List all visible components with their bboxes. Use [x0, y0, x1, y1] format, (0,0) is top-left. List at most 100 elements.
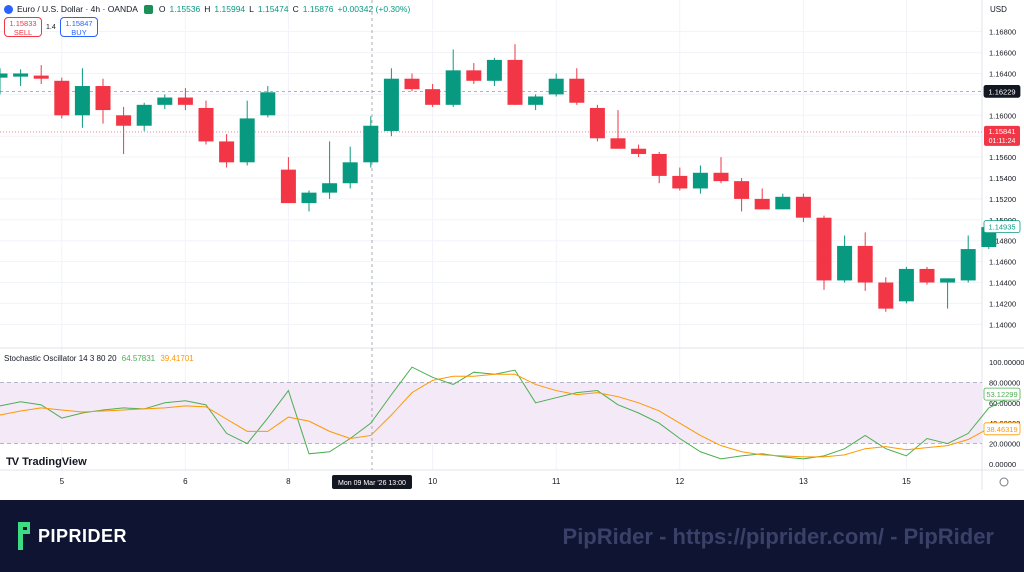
candle-body — [425, 89, 441, 105]
candle-body — [795, 196, 811, 218]
candle-body — [651, 153, 667, 176]
candle-body — [919, 268, 935, 283]
stochastic-line-d — [0, 373, 1010, 458]
candle-body — [74, 86, 90, 116]
candle-body — [157, 97, 173, 105]
price-tick-label: 1.16000 — [989, 111, 1016, 120]
symbol-title: Euro / U.S. Dollar · 4h · OANDA — [17, 4, 138, 14]
sell-button[interactable]: 1.15833 SELL — [4, 17, 42, 37]
time-tick-label: 8 — [286, 477, 291, 486]
d-value-label: 38.46319 — [986, 425, 1017, 434]
oscillator-tick-label: 60.00000 — [989, 399, 1020, 408]
candle-body — [713, 172, 729, 182]
price-tick-label: 1.16800 — [989, 28, 1016, 37]
price-tick-label: 1.14600 — [989, 258, 1016, 267]
candle-body — [754, 198, 770, 210]
countdown-label: 01:11:24 — [989, 138, 1016, 145]
candle-body — [383, 78, 399, 131]
crosshair-date-label: Mon 09 Mar '26 13:00 — [338, 480, 406, 487]
price-tick-label: 1.16400 — [989, 69, 1016, 78]
candle-body — [198, 107, 214, 142]
time-tick-label: 15 — [902, 477, 911, 486]
candle-body — [569, 78, 585, 103]
currency-label[interactable]: USD — [990, 5, 1007, 14]
candle-body — [775, 196, 791, 210]
settings-icon — [999, 477, 1009, 487]
price-tick-label: 1.14800 — [989, 237, 1016, 246]
candle-body — [548, 78, 564, 95]
candle-body — [878, 282, 894, 309]
oscillator-tick-label: 20.00000 — [989, 440, 1020, 449]
candle-body — [672, 175, 688, 189]
last-price-box — [984, 125, 1020, 146]
candle-body — [528, 96, 544, 105]
open-label: O — [158, 4, 166, 14]
candle-body — [342, 162, 358, 184]
high-value: 1.15994 — [214, 4, 246, 14]
price-tick-label: 1.15400 — [989, 174, 1016, 183]
candle-body — [280, 169, 296, 204]
oscillator-name: Stochastic Oscillator — [4, 354, 77, 363]
d-value-label-box — [983, 422, 1021, 436]
last-price-label: 1.15841 — [988, 127, 1015, 136]
candle-body — [219, 141, 235, 163]
candle-body — [692, 172, 708, 189]
price-tick-label: 1.14400 — [989, 279, 1016, 288]
chart-area[interactable]: 1.168001.166001.164001.162001.160001.158… — [0, 0, 1024, 500]
symbol-header: Euro / U.S. Dollar · 4h · OANDA O 1.15536… — [4, 4, 410, 14]
oscillator-params: 14 3 80 20 — [78, 354, 117, 363]
oscillator-tick-label: 0.00000 — [989, 460, 1016, 469]
time-tick-label: 6 — [183, 477, 188, 486]
latest-close-label: 1.14935 — [988, 223, 1015, 232]
candle-body — [116, 115, 132, 126]
candle-body — [960, 249, 976, 281]
candle-body — [363, 125, 379, 163]
watermark-text: PipRider - https://piprider.com/ - PipRi… — [562, 524, 994, 549]
candle-body — [940, 278, 956, 283]
candle-body — [631, 148, 647, 154]
change-value: +0.00342 (+0.30%) — [337, 4, 411, 14]
candle-body — [816, 217, 832, 281]
buy-button[interactable]: 1.15847 BUY — [60, 17, 98, 37]
candle-body — [13, 73, 29, 77]
price-tick-label: 1.14000 — [989, 320, 1016, 329]
sell-price: 1.15833 — [9, 19, 37, 28]
visibility-icon[interactable] — [143, 4, 153, 14]
time-tick-label: 13 — [799, 477, 808, 486]
close-value: 1.15876 — [302, 4, 334, 14]
stochastic-line-k — [0, 366, 1010, 460]
oscillator-d-value: 39.41701 — [160, 354, 194, 363]
candle-body — [322, 183, 338, 193]
candle-body — [486, 59, 502, 81]
piprider-logo-icon — [18, 522, 30, 550]
oscillator-k-value: 64.57831 — [121, 354, 156, 363]
footer-banner: PIPRIDER PipRider - https://piprider.com… — [0, 500, 1024, 572]
buy-label: BUY — [71, 28, 87, 37]
low-value: 1.15474 — [257, 4, 289, 14]
candle-body — [301, 192, 317, 204]
candle-body — [445, 70, 461, 105]
candle-body — [54, 80, 70, 116]
candle-body — [239, 118, 255, 163]
piprider-brand: PIPRIDER — [16, 520, 127, 552]
candle-body — [177, 97, 193, 105]
sell-label: SELL — [13, 28, 33, 37]
candle-body — [404, 78, 420, 90]
crosshair-price-label: 1.16229 — [988, 87, 1015, 96]
high-label: H — [204, 4, 211, 14]
k-value-label-box — [983, 387, 1021, 401]
oscillator-tick-label: 100.00000 — [989, 358, 1024, 367]
oscillator-header: Stochastic Oscillator 14 3 80 20 64.5783… — [4, 354, 194, 363]
tradingview-mark-icon: TV — [6, 456, 19, 468]
candle-body — [507, 59, 523, 105]
candle-body — [95, 86, 111, 111]
candle-body — [734, 181, 750, 199]
time-tick-label: 12 — [675, 477, 684, 486]
candle-body — [260, 92, 276, 116]
candle-body — [610, 138, 626, 149]
chart-svg[interactable]: 1.168001.166001.164001.162001.160001.158… — [0, 0, 1024, 500]
oscillator-tick-label: 80.00000 — [989, 378, 1020, 387]
candle-body — [136, 104, 152, 126]
price-tick-label: 1.15200 — [989, 195, 1016, 204]
candle-body — [857, 245, 873, 283]
